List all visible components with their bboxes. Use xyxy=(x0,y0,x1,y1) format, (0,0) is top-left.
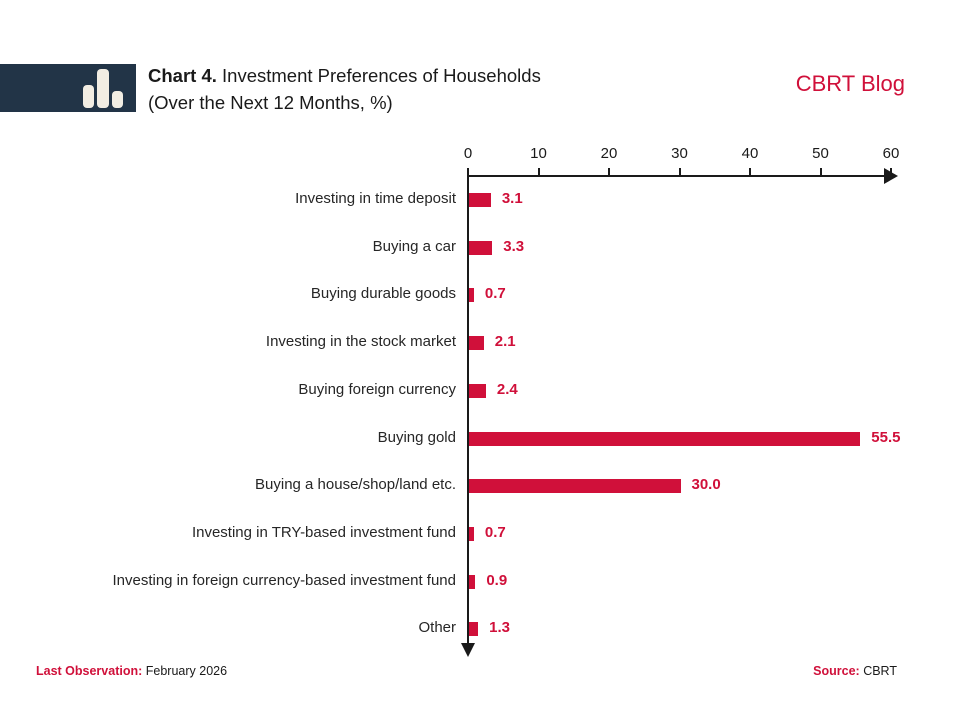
bar xyxy=(469,383,486,398)
x-tick-mark xyxy=(678,168,681,176)
category-label: Buying gold xyxy=(377,428,456,446)
category-label: Buying foreign currency xyxy=(298,380,456,398)
x-tick-label: 60 xyxy=(882,145,900,162)
bar-chart-icon-bar xyxy=(97,69,109,108)
bar-chart-icon-bar xyxy=(112,91,123,108)
category-label: Investing in time deposit xyxy=(295,190,456,207)
bar xyxy=(469,622,479,637)
value-label: 3.1 xyxy=(501,190,523,207)
bar xyxy=(469,574,476,589)
category-label: Investing in TRY-based investment fund xyxy=(191,523,456,541)
x-tick-label: 50 xyxy=(812,145,829,162)
category-label: Buying a car xyxy=(372,237,456,255)
source-label: Source: xyxy=(813,664,860,678)
value-label: 0.7 xyxy=(484,285,506,303)
category-label: Investing in foreign currency-based inve… xyxy=(112,571,456,589)
bar-chart-icon xyxy=(83,68,127,108)
x-tick-mark xyxy=(749,168,751,176)
last-observation-value: February 2026 xyxy=(145,664,228,678)
category-label: Other xyxy=(418,619,456,637)
bar xyxy=(469,479,681,494)
bar xyxy=(469,288,474,303)
x-axis-arrow-icon xyxy=(884,168,898,184)
bar xyxy=(469,431,861,446)
category-label: Investing in the stock market xyxy=(265,333,456,351)
x-tick-mark xyxy=(608,168,610,176)
y-axis-arrow-icon xyxy=(461,643,475,657)
cbrt-blog-wordmark: CBRT Blog xyxy=(795,71,905,96)
bar xyxy=(469,240,493,255)
value-label: 0.9 xyxy=(486,571,508,589)
last-observation-note: Last Observation: February 2026 xyxy=(36,664,227,678)
source-value: CBRT xyxy=(863,664,897,678)
x-tick-label: 30 xyxy=(671,145,688,162)
last-observation-label: Last Observation: xyxy=(36,664,143,678)
value-label: 30.0 xyxy=(691,476,721,494)
bar xyxy=(469,526,474,541)
value-label: 1.3 xyxy=(489,619,511,637)
value-label: 3.3 xyxy=(503,237,525,255)
value-label: 55.5 xyxy=(871,428,901,446)
x-tick-label: 20 xyxy=(600,145,618,162)
bar xyxy=(469,336,484,351)
bar xyxy=(469,193,491,207)
x-tick-mark xyxy=(819,168,822,176)
category-label: Buying durable goods xyxy=(310,285,456,303)
x-tick-label: 0 xyxy=(463,145,473,162)
chart-subtitle: (Over the Next 12 Months, %) xyxy=(148,92,393,113)
y-axis-line xyxy=(467,176,469,643)
x-tick-label: 10 xyxy=(530,145,547,162)
value-label: 2.4 xyxy=(496,380,518,398)
x-tick-mark xyxy=(467,168,469,176)
chart-number: Chart 4. xyxy=(148,65,217,86)
chart-title-block: Chart 4. Investment Preferences of House… xyxy=(148,62,541,116)
chart-title-line: Chart 4. Investment Preferences of House… xyxy=(148,62,541,89)
value-label: 2.1 xyxy=(494,333,516,351)
category-label: Buying a house/shop/land etc. xyxy=(255,476,456,494)
bar-chart-icon-bar xyxy=(83,85,94,108)
chart-title-text: Investment Preferences of Households xyxy=(222,65,541,86)
x-axis-line xyxy=(468,175,888,177)
x-tick-label: 40 xyxy=(741,145,759,162)
source-note: Source: CBRT xyxy=(813,664,897,678)
value-label: 0.7 xyxy=(484,523,506,541)
x-tick-mark xyxy=(537,168,540,176)
cbrt-logo xyxy=(0,64,136,112)
